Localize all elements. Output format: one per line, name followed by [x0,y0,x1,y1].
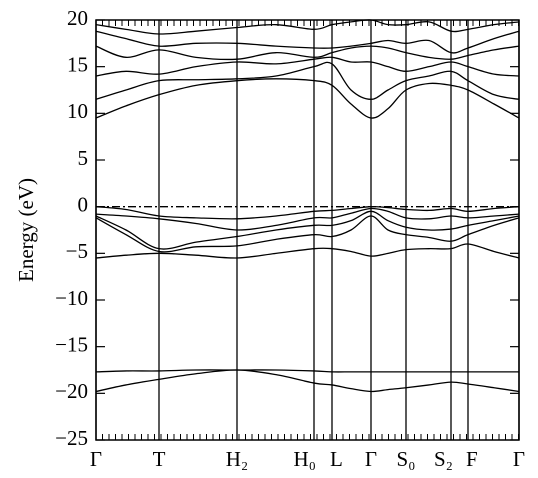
y-tick-label: 0 [78,192,89,216]
band [95,369,520,393]
band [95,243,520,259]
y-tick-label: −10 [55,286,88,310]
plot-frame [95,19,520,441]
band [95,369,519,373]
x-tick-label: Γ [365,447,377,471]
band [95,19,520,35]
band [95,30,520,54]
band [95,61,520,100]
band [95,45,520,61]
band [95,210,520,250]
y-tick-label: −15 [55,332,88,356]
x-tick-label: F [466,447,478,471]
x-tick-label: S₀ [396,447,415,471]
y-tick-label: 15 [67,52,88,76]
x-tick-label: S₂ [434,447,453,471]
y-tick-label: −25 [55,426,88,450]
band [95,78,520,119]
band [95,56,520,77]
x-tick-label: L [330,447,343,471]
x-tick-label: H₂ [226,447,249,471]
band [95,215,520,253]
y-tick-label: 20 [67,6,88,30]
y-tick-label: 10 [67,99,88,123]
x-tick-label: T [153,447,166,471]
x-tick-label: Γ [513,447,525,471]
y-tick-label: 5 [78,146,89,170]
y-axis-label: Energy (eV) [14,178,38,282]
band [95,205,520,220]
x-tick-label: Γ [90,447,102,471]
band [95,207,520,231]
y-tick-label: −20 [55,379,88,403]
x-tick-label: H₀ [294,447,317,471]
y-tick-label: −5 [66,239,88,263]
